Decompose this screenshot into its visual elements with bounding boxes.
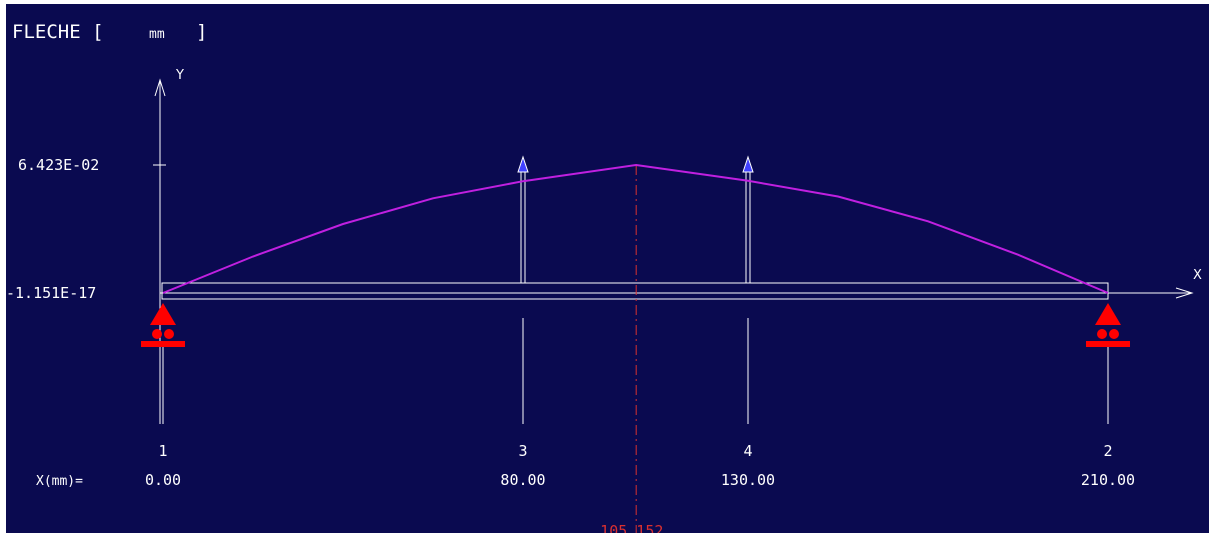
y-tick-label-zero: -1.151E-17 [6,284,96,302]
x-value-prefix: X(mm)= [36,474,83,489]
x-axis-arrowhead [1175,287,1194,299]
plot-background [6,4,1209,533]
nodes-layer: 1 0.00 3 80.00 4 130.00 2 210.00 [141,155,1135,489]
node-x-value-1: 0.00 [145,471,181,489]
title-unit: mm [149,27,165,42]
y-tick-label-max: 6.423E-02 [18,156,99,174]
node-x-value-4: 130.00 [721,471,775,489]
beam [161,282,1109,300]
node-x-value-3: 80.00 [500,471,545,489]
node-id-1: 1 [158,442,167,460]
node-id-2: 2 [1103,442,1112,460]
node-id-4: 4 [743,442,752,460]
max-deflection-label: 105.152 [600,522,663,533]
node-id-3: 3 [518,442,527,460]
y-axis-arrowhead [154,78,166,97]
deflection-diagram: FLECHE [ mm ] Y X 6.423E-02 -1.151E-17 1… [6,4,1209,533]
node-x-value-2: 210.00 [1081,471,1135,489]
x-axis-letter: X [1193,268,1202,283]
title-close-bracket: ] [196,21,207,43]
y-axis-letter: Y [175,68,184,83]
load-arrow-head-3 [517,155,529,173]
load-arrow-head-4 [742,155,754,173]
chart-title: FLECHE [ [12,21,104,43]
deflection-curve [162,163,1109,294]
